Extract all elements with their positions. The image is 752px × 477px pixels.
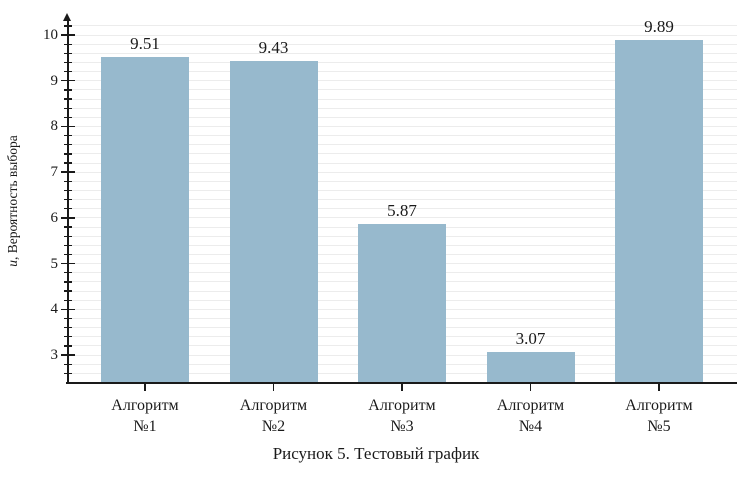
gridline bbox=[68, 153, 737, 155]
x-category-line2: №5 bbox=[647, 418, 671, 435]
gridline bbox=[68, 171, 737, 173]
gridline bbox=[68, 80, 737, 82]
bar bbox=[229, 61, 318, 382]
x-category-line2: №4 bbox=[518, 418, 543, 435]
gridline bbox=[68, 61, 737, 63]
y-tick-label: 5 bbox=[50, 255, 59, 272]
gridline bbox=[68, 180, 737, 182]
x-category-line1: Алгоритм bbox=[625, 397, 693, 414]
y-axis-line bbox=[67, 20, 69, 383]
gridline bbox=[68, 199, 737, 201]
x-tick bbox=[658, 383, 660, 391]
gridline bbox=[68, 162, 737, 164]
x-category-line2: №1 bbox=[133, 418, 157, 435]
y-axis-arrow-icon bbox=[63, 13, 72, 21]
x-category-label: Алгоритм №2 bbox=[204, 395, 344, 437]
gridline bbox=[68, 43, 737, 45]
x-category-line2: №3 bbox=[390, 418, 414, 435]
y-tick-label: 10 bbox=[43, 27, 58, 43]
gridline bbox=[68, 135, 737, 137]
bar-value-label: 9.43 bbox=[258, 38, 289, 58]
x-category-line1: Алгоритм bbox=[239, 397, 308, 414]
x-category-label: Алгоритм №1 bbox=[75, 395, 215, 437]
gridline bbox=[68, 52, 737, 54]
x-category-label: Алгоритм №5 bbox=[589, 395, 729, 437]
bar bbox=[358, 223, 446, 382]
gridline bbox=[68, 208, 737, 210]
y-axis-label: u, Вероятность выбора bbox=[5, 101, 21, 301]
y-tick-label: 4 bbox=[50, 301, 59, 318]
bar bbox=[615, 40, 703, 382]
gridline bbox=[68, 98, 737, 100]
y-axis-label-symbol: u bbox=[5, 259, 20, 267]
x-axis-line bbox=[66, 382, 737, 384]
x-category-label: Алгоритм №4 bbox=[461, 395, 601, 437]
x-category-line1: Алгоритм bbox=[368, 397, 436, 414]
bar-value-label: 5.87 bbox=[387, 200, 417, 220]
bar-value-label: 9.51 bbox=[130, 34, 160, 54]
bar bbox=[101, 57, 189, 382]
gridline bbox=[68, 107, 737, 109]
gridline bbox=[68, 89, 737, 91]
x-tick bbox=[144, 383, 146, 391]
gridline bbox=[68, 25, 737, 27]
gridline bbox=[68, 125, 737, 127]
x-category-label: Алгоритм №3 bbox=[332, 395, 472, 437]
x-tick bbox=[272, 383, 275, 391]
gridline bbox=[68, 189, 737, 191]
bar bbox=[486, 351, 575, 382]
y-tick-label: 9 bbox=[50, 72, 59, 89]
y-tick-label: 8 bbox=[50, 118, 59, 135]
gridline bbox=[68, 217, 737, 219]
gridline bbox=[68, 116, 737, 118]
x-category-line1: Алгоритм bbox=[111, 397, 179, 414]
gridline bbox=[68, 71, 737, 73]
bar-value-label: 3.07 bbox=[515, 328, 546, 348]
x-category-line1: Алгоритм bbox=[496, 397, 565, 414]
gridline bbox=[68, 34, 737, 36]
y-tick-label: 7 bbox=[50, 164, 59, 181]
y-tick-label: 6 bbox=[50, 209, 59, 226]
y-axis-label-text: , Вероятность выбора bbox=[5, 135, 20, 260]
bar-value-label: 9.89 bbox=[644, 17, 674, 37]
y-tick-label: 3 bbox=[50, 347, 59, 363]
x-category-line2: №2 bbox=[261, 418, 286, 435]
x-tick bbox=[401, 383, 403, 391]
x-tick bbox=[529, 383, 532, 391]
gridline bbox=[68, 144, 737, 146]
figure-caption: Рисунок 5. Тестовый график bbox=[272, 444, 480, 463]
